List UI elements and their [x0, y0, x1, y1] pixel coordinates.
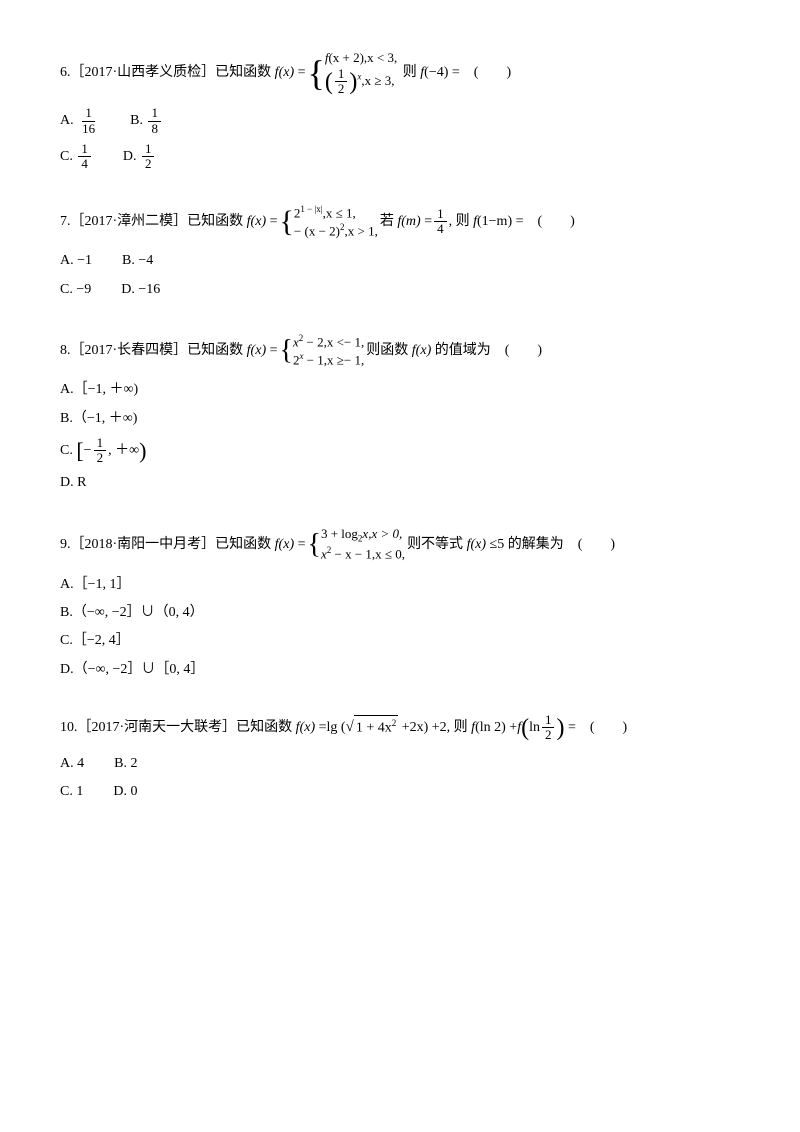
- text: = ( ): [564, 717, 627, 739]
- q6-stem: 6. ［2017·山西孝义质检］ 已知函数 f(x) = { f(x + 2),…: [60, 50, 740, 96]
- question-7: 7. ［2017·漳州二模］ 已知函数 f(x) = { 21 − |x|,x …: [60, 204, 740, 301]
- option-b: B. −4: [122, 250, 153, 272]
- text: =: [266, 211, 277, 233]
- option-c: C. 1: [60, 781, 83, 803]
- text: +2x) +2, 则: [398, 717, 471, 739]
- text: 则函数: [366, 340, 412, 362]
- option-c: C. −9: [60, 279, 91, 301]
- options-row: C. −9 D. −16: [60, 279, 740, 301]
- text: 已知函数: [187, 340, 247, 362]
- option-b: B. 18: [130, 106, 163, 136]
- options-row: A. 4 B. 2: [60, 753, 740, 775]
- sqrt: √1 + 4x2: [346, 715, 399, 740]
- options-row: A. −1 B. −4: [60, 250, 740, 272]
- text: = ( ): [448, 62, 511, 84]
- piecewise: { 3 + log2x,x > 0, x2 − x − 1,x ≤ 0,: [308, 526, 406, 564]
- arg: (−4): [424, 62, 448, 84]
- options-row: C. 14 D. 12: [60, 142, 740, 172]
- question-6: 6. ［2017·山西孝义质检］ 已知函数 f(x) = { f(x + 2),…: [60, 50, 740, 172]
- text: =: [266, 340, 277, 362]
- option-a: A.［−1, 1］: [60, 574, 740, 596]
- text: 已知函数: [187, 211, 247, 233]
- text: =: [294, 62, 305, 84]
- text: =: [294, 534, 305, 556]
- text: 则: [399, 62, 420, 84]
- ln-half: (ln12): [521, 713, 564, 743]
- piecewise: { f(x + 2),x < 3, (12)x,x ≥ 3,: [308, 50, 398, 96]
- option-a: A. −1: [60, 250, 92, 272]
- option-c: C.［−2, 4］: [60, 630, 740, 652]
- text: +: [506, 717, 517, 739]
- option-a: A. 4: [60, 753, 84, 775]
- q7-stem: 7. ［2017·漳州二模］ 已知函数 f(x) = { 21 − |x|,x …: [60, 204, 740, 240]
- q9-stem: 9. ［2018·南阳一中月考］ 已知函数 f(x) = { 3 + log2x…: [60, 526, 740, 564]
- piecewise: { 21 − |x|,x ≤ 1, − (x − 2)2,x > 1,: [280, 204, 378, 240]
- fx: f(x): [296, 717, 315, 739]
- arg: (ln 2): [475, 717, 506, 739]
- fx: f(x): [275, 62, 294, 84]
- text: 已知函数: [236, 717, 296, 739]
- text: 已知函数: [215, 534, 275, 556]
- text: =lg (: [315, 717, 345, 739]
- option-b: B.（−1, ＋∞): [60, 408, 740, 430]
- text: =: [421, 211, 432, 233]
- fx: f(x): [467, 534, 486, 556]
- option-c: C. 14: [60, 142, 93, 172]
- question-10: 10. ［2017·河南天一大联考］ 已知函数 f(x) =lg ( √1 + …: [60, 713, 740, 803]
- q-source: ［2018·南阳一中月考］: [71, 534, 216, 556]
- q-number: 9.: [60, 534, 71, 556]
- option-d: D. −16: [121, 279, 160, 301]
- arg: (1−m): [477, 211, 512, 233]
- option-a: A.［−1, ＋∞): [60, 379, 740, 401]
- q-source: ［2017·山西孝义质检］: [71, 62, 216, 84]
- q-number: 7.: [60, 211, 71, 233]
- text: 已知函数: [215, 62, 275, 84]
- option-d: D.（−∞, −2］∪［0, 4］: [60, 659, 740, 681]
- q-number: 10.: [60, 717, 78, 739]
- option-d: D. 12: [123, 142, 157, 172]
- option-d: D. R: [60, 472, 740, 494]
- q8-stem: 8. ［2017·长春四模］ 已知函数 f(x) = { x2 − 2,x <−…: [60, 333, 740, 369]
- q-source: ［2017·河南天一大联考］: [78, 717, 237, 739]
- text: ≤5 的解集为 ( ): [486, 534, 615, 556]
- option-d: D. 0: [113, 781, 137, 803]
- question-9: 9. ［2018·南阳一中月考］ 已知函数 f(x) = { 3 + log2x…: [60, 526, 740, 681]
- text: 则不等式: [407, 534, 467, 556]
- question-8: 8. ［2017·长春四模］ 已知函数 f(x) = { x2 − 2,x <−…: [60, 333, 740, 494]
- option-a: A. 116: [60, 106, 100, 136]
- text: = ( ): [512, 211, 575, 233]
- fm: f(m): [397, 211, 420, 233]
- option-c: C. [ − 12 , ＋∞ ): [60, 436, 740, 466]
- options-row: A. 116 B. 18: [60, 106, 740, 136]
- text: , 则: [449, 211, 474, 233]
- fx: f(x): [275, 534, 294, 556]
- option-b: B. 2: [114, 753, 137, 775]
- q10-stem: 10. ［2017·河南天一大联考］ 已知函数 f(x) =lg ( √1 + …: [60, 713, 740, 743]
- text: 的值域为 ( ): [431, 340, 542, 362]
- q-number: 8.: [60, 340, 71, 362]
- fx: f(x): [247, 211, 266, 233]
- options-row: C. 1 D. 0: [60, 781, 740, 803]
- option-b: B.（−∞, −2］∪（0, 4）: [60, 602, 740, 624]
- q-source: ［2017·长春四模］: [71, 340, 188, 362]
- fx: f(x): [412, 340, 431, 362]
- q-number: 6.: [60, 62, 71, 84]
- text: 若: [380, 211, 398, 233]
- frac: 14: [434, 207, 447, 237]
- piecewise: { x2 − 2,x <− 1, 2x − 1,x ≥− 1,: [280, 333, 365, 369]
- q-source: ［2017·漳州二模］: [71, 211, 188, 233]
- fx: f(x): [247, 340, 266, 362]
